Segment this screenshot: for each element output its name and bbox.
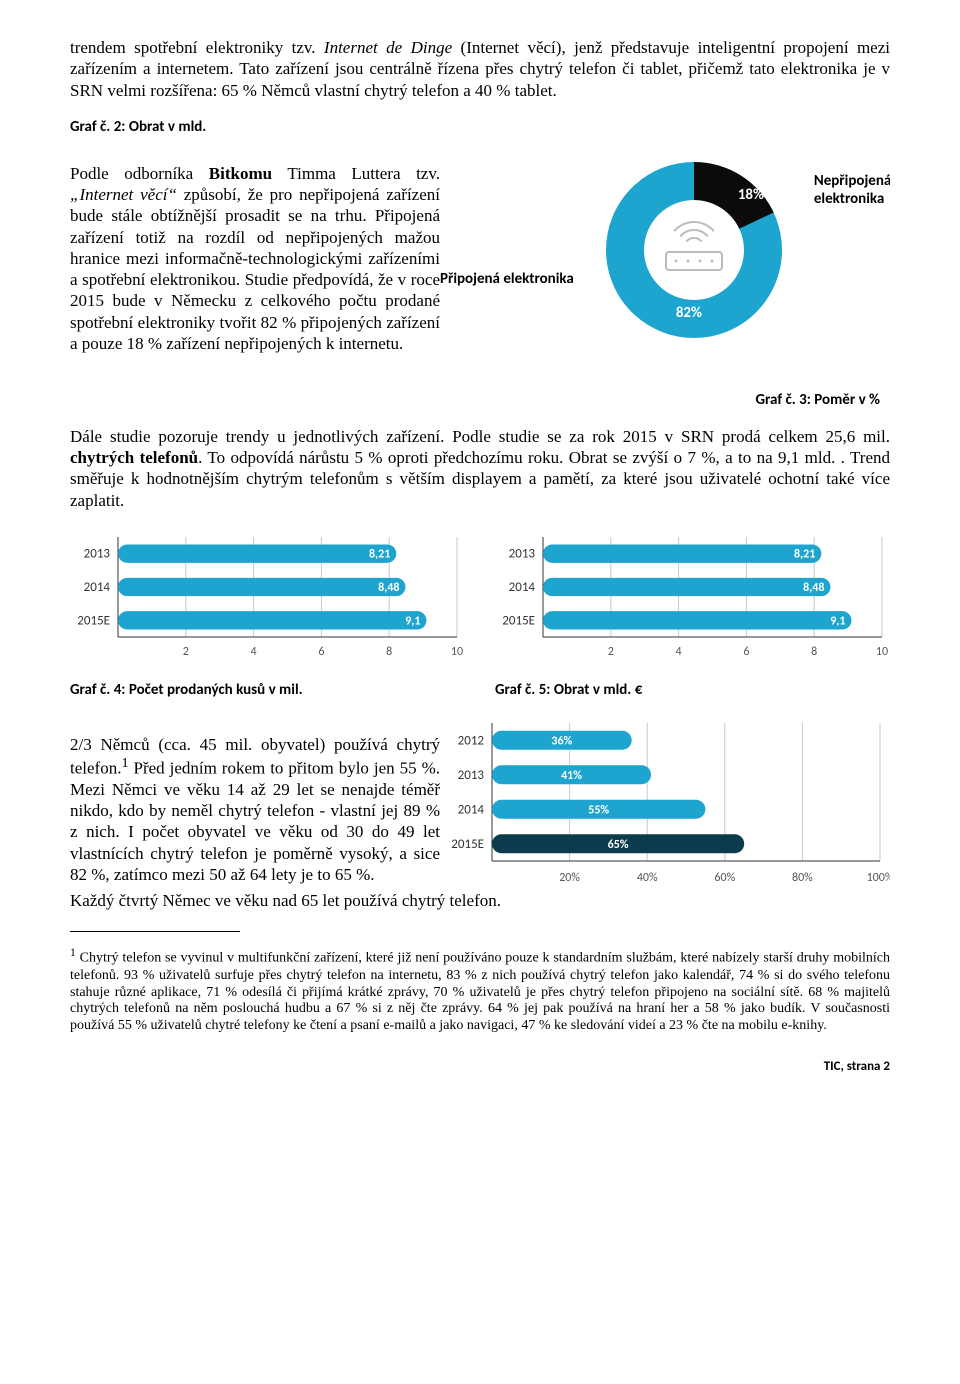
svg-text:8: 8 [386, 645, 392, 659]
svg-text:80%: 80% [792, 871, 813, 885]
pct-chart-block: 20% 40% 60% 80% 100% 2012 36% 2013 41% 2014 55% 201… [440, 717, 890, 892]
svg-text:2014: 2014 [84, 580, 111, 595]
caption-row-45: Graf č. 4: Počet prodaných kusů v mil. G… [70, 671, 890, 709]
para3: Dále studie pozoruje trendy u jednotlivý… [70, 426, 890, 511]
svg-text:2: 2 [608, 645, 614, 659]
bar-chart-pair: 2 4 6 8 10 2013 8,21 2014 8,48 2015E 9,1 2 4 6 8 10 201… [70, 531, 890, 661]
svg-text:2015E: 2015E [502, 613, 535, 628]
para2-b: Timma Luttera tzv. [272, 164, 440, 183]
svg-text:8,21: 8,21 [794, 547, 815, 561]
svg-text:6: 6 [318, 645, 324, 659]
svg-text:4: 4 [251, 645, 257, 659]
svg-text:9,1: 9,1 [830, 614, 845, 628]
svg-text:100%: 100% [867, 871, 890, 885]
svg-text:10: 10 [451, 645, 463, 659]
para2-a: Podle odborníka [70, 164, 209, 183]
bar-chart-b-svg: 2 4 6 8 10 2013 8,21 2014 8,48 2015E 9,1 [495, 531, 890, 661]
para2-italic: „Internet věcí“ [70, 185, 177, 204]
document-page: trendem spotřební elektroniky tzv. Inter… [0, 0, 960, 1104]
donut-row: Připojená elektronika 18% 82% Nepřipojen… [440, 150, 890, 355]
donut-right-label: Nepřipojená elektronika [814, 172, 890, 208]
pct-chart-svg: 20% 40% 60% 80% 100% 2012 36% 2013 41% 2014 55% 201… [440, 717, 890, 887]
svg-text:36%: 36% [551, 734, 572, 748]
para4-tail: Každý čtvrtý Němec ve věku nad 65 let po… [70, 890, 890, 911]
bar-chart-a-svg: 2 4 6 8 10 2013 8,21 2014 8,48 2015E 9,1 [70, 531, 465, 661]
para4-sup: 1 [121, 755, 128, 771]
donut-svg-wrap: 18% 82% [584, 150, 804, 355]
svg-text:8: 8 [811, 645, 817, 659]
donut-main-label: 82% [676, 304, 702, 322]
svg-text:8,48: 8,48 [803, 581, 824, 595]
donut-slice-label: 18% [738, 186, 764, 204]
svg-text:4: 4 [676, 645, 682, 659]
svg-text:2015E: 2015E [77, 613, 110, 628]
footnote-text: Chytrý telefon se vyvinul v multifunkční… [70, 951, 890, 1033]
intro-paragraph: trendem spotřební elektroniky tzv. Inter… [70, 37, 890, 101]
caption-graf2: Graf č. 2: Obrat v mld. [70, 118, 890, 136]
svg-text:2: 2 [183, 645, 189, 659]
intro-text-a: trendem spotřební elektroniky tzv. [70, 38, 324, 57]
donut-right-b: elektronika [814, 190, 884, 208]
para3-a: Dále studie pozoruje trendy u jednotlivý… [70, 427, 890, 446]
footnote: 1 Chytrý telefon se vyvinul v multifunkč… [70, 946, 890, 1035]
para4-with-pctchart: 20% 40% 60% 80% 100% 2012 36% 2013 41% 2014 55% 201… [70, 717, 890, 902]
page-footer: TIC, strana 2 [70, 1059, 890, 1074]
caption-graf5: Graf č. 5: Obrat v mld. € [495, 681, 890, 699]
svg-text:9,1: 9,1 [405, 614, 420, 628]
bar-chart-a: 2 4 6 8 10 2013 8,21 2014 8,48 2015E 9,1 [70, 531, 465, 661]
para2-with-donut: Připojená elektronika 18% 82% Nepřipojen… [70, 146, 890, 409]
footnote-rule [70, 931, 240, 932]
caption-graf3: Graf č. 3: Poměr v % [440, 391, 880, 409]
donut-left-label: Připojená elektronika [440, 270, 574, 288]
svg-text:2013: 2013 [458, 768, 485, 783]
svg-text:8,21: 8,21 [369, 547, 390, 561]
bar-chart-b: 2 4 6 8 10 2013 8,21 2014 8,48 2015E 9,1 [495, 531, 890, 661]
svg-text:55%: 55% [588, 803, 609, 817]
svg-text:41%: 41% [561, 769, 582, 783]
svg-text:2015E: 2015E [451, 837, 484, 852]
svg-text:2013: 2013 [509, 546, 536, 561]
para2-bold: Bitkomu [209, 164, 272, 183]
para4-b: Před jedním rokem to přitom bylo jen 55 … [70, 759, 440, 884]
donut-right-a: Nepřipojená [814, 172, 890, 190]
para3-bold: chytrých telefonů [70, 448, 198, 467]
svg-text:10: 10 [876, 645, 888, 659]
svg-text:60%: 60% [714, 871, 735, 885]
svg-text:40%: 40% [637, 871, 658, 885]
svg-text:2014: 2014 [458, 802, 485, 817]
donut-chart-block: Připojená elektronika 18% 82% Nepřipojen… [440, 150, 890, 409]
intro-italic: Internet de Dinge [324, 38, 452, 57]
svg-text:2014: 2014 [509, 580, 536, 595]
svg-text:20%: 20% [559, 871, 580, 885]
svg-text:2012: 2012 [458, 733, 485, 748]
svg-text:8,48: 8,48 [378, 581, 399, 595]
para2-c: způsobí, že pro nepřipojená zařízení bud… [70, 185, 440, 353]
svg-text:65%: 65% [608, 838, 629, 852]
svg-text:6: 6 [743, 645, 749, 659]
svg-text:2013: 2013 [84, 546, 111, 561]
caption-graf4: Graf č. 4: Počet prodaných kusů v mil. [70, 681, 465, 699]
